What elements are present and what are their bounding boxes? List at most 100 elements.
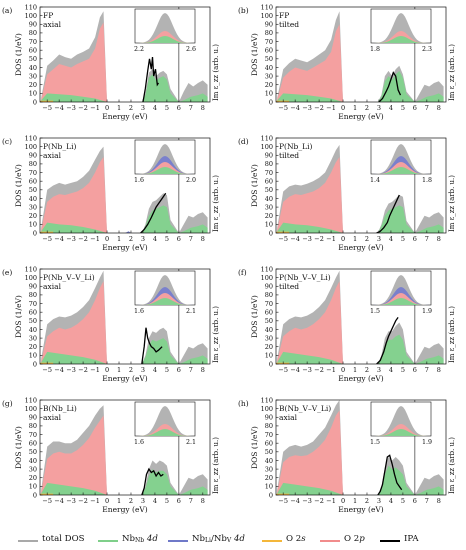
y-axis-label-left: DOS (1/eV) <box>14 33 23 76</box>
y-tick-label: 100 <box>25 143 37 151</box>
y-tick-label: 50 <box>265 186 273 194</box>
ipa-curve <box>378 71 402 102</box>
legend-label-ipa: IPA <box>404 534 419 544</box>
x-tick-label: 4 <box>389 366 393 374</box>
y-tick-label: 90 <box>29 283 37 291</box>
x-tick-label: 3 <box>141 366 145 374</box>
plot-area <box>40 11 208 102</box>
x-tick-label: −3 <box>66 497 76 505</box>
x-tick-label: 6 <box>177 104 181 112</box>
inset-nb-nb <box>135 429 195 436</box>
x-tick-label: 3 <box>141 497 145 505</box>
y-tick-label: 90 <box>29 21 37 29</box>
panel-orientation-label: tilted <box>279 151 299 160</box>
y-tick-label: 40 <box>29 64 37 72</box>
x-tick-label: 0 <box>341 497 345 505</box>
x-axis-label: Energy (eV) <box>102 112 148 121</box>
y-tick-label: 40 <box>29 195 37 203</box>
inset-x-tick-label: 1.4 <box>370 177 380 184</box>
y-tick-label: 60 <box>29 46 37 54</box>
x-tick-label: 8 <box>201 366 205 374</box>
x-tick-label: 3 <box>377 497 381 505</box>
y-tick-label: 10 <box>265 352 273 360</box>
y-tick-label: 110 <box>25 265 37 273</box>
y-tick-label: 50 <box>29 186 37 194</box>
plot-area <box>276 144 444 233</box>
x-tick-label: 3 <box>141 235 145 243</box>
legend-swatch-total-dos <box>18 540 38 542</box>
x-tick-label: 0 <box>105 366 109 374</box>
o2p-area <box>277 281 439 364</box>
x-axis-label: Energy (eV) <box>338 243 384 252</box>
x-tick-label: −3 <box>302 497 312 505</box>
x-tick-label: −1 <box>326 235 336 243</box>
x-tick-label: 5 <box>401 104 405 112</box>
panel-frame <box>275 137 447 234</box>
x-tick-label: 8 <box>437 366 441 374</box>
y-tick-label: 40 <box>265 457 273 465</box>
x-tick-label: −3 <box>302 235 312 243</box>
x-tick-label: −1 <box>326 104 336 112</box>
inset-nb-nb <box>371 429 431 436</box>
y-tick-label: 70 <box>265 38 273 46</box>
panel-letter: (c) <box>2 137 12 146</box>
o2p-area <box>277 157 439 233</box>
o2s-area <box>40 100 54 102</box>
y-tick-label: 100 <box>25 405 37 413</box>
inset-total-dos <box>135 13 195 43</box>
x-tick-label: −5 <box>42 104 52 112</box>
x-tick-label: −4 <box>290 104 300 112</box>
x-tick-label: −5 <box>278 235 288 243</box>
y-tick-label: 110 <box>25 134 37 142</box>
inset-nb-nb <box>371 167 431 174</box>
x-tick-label: 2 <box>365 497 369 505</box>
x-tick-label: 2 <box>365 235 369 243</box>
x-tick-label: −1 <box>90 104 100 112</box>
x-tick-label: −5 <box>278 366 288 374</box>
x-tick-label: −2 <box>78 235 88 243</box>
y-tick-label: 10 <box>265 90 273 98</box>
x-tick-label: 2 <box>129 366 133 374</box>
y-tick-label: 20 <box>265 474 273 482</box>
inset-x-tick-label: 2.6 <box>186 46 196 53</box>
panel-orientation-label: axial <box>43 20 62 29</box>
y-tick-label: 0 <box>269 491 273 499</box>
y-tick-label: 60 <box>29 439 37 447</box>
o2p-area <box>41 415 203 495</box>
plot-area <box>40 405 208 495</box>
inset-x-tick-label: 1.6 <box>134 439 144 446</box>
y-tick-label: 100 <box>261 143 273 151</box>
x-axis-label: Energy (eV) <box>338 374 384 383</box>
inset-nb-nb <box>135 298 195 305</box>
x-tick-label: −4 <box>54 366 64 374</box>
o2p-area <box>41 281 203 364</box>
y-axis-label-left: DOS (1/eV) <box>250 164 259 207</box>
x-tick-label: 7 <box>189 366 193 374</box>
y-tick-label: 100 <box>25 274 37 282</box>
y-tick-label: 50 <box>29 317 37 325</box>
panel-structure-label: P(Nb_V–V_Li) <box>43 273 95 282</box>
x-tick-label: −2 <box>78 497 88 505</box>
inset-x-tick-label: 1.5 <box>370 439 380 446</box>
y-tick-label: 30 <box>265 334 273 342</box>
y-tick-label: 80 <box>29 160 37 168</box>
y-tick-label: 60 <box>29 308 37 316</box>
x-tick-label: −5 <box>42 497 52 505</box>
y-axis-label-left: DOS (1/eV) <box>14 295 23 338</box>
y-tick-label: 30 <box>265 72 273 80</box>
x-tick-label: −2 <box>314 366 324 374</box>
y-tick-label: 110 <box>261 134 273 142</box>
x-tick-label: 8 <box>201 497 205 505</box>
x-tick-label: 2 <box>129 104 133 112</box>
o2s-area <box>276 231 290 233</box>
y-tick-label: 30 <box>29 203 37 211</box>
y-tick-label: 90 <box>29 152 37 160</box>
y-tick-label: 20 <box>29 81 37 89</box>
x-tick-label: 0 <box>105 497 109 505</box>
y-tick-label: 80 <box>265 291 273 299</box>
x-tick-label: 1 <box>353 366 357 374</box>
y-tick-label: 10 <box>29 352 37 360</box>
